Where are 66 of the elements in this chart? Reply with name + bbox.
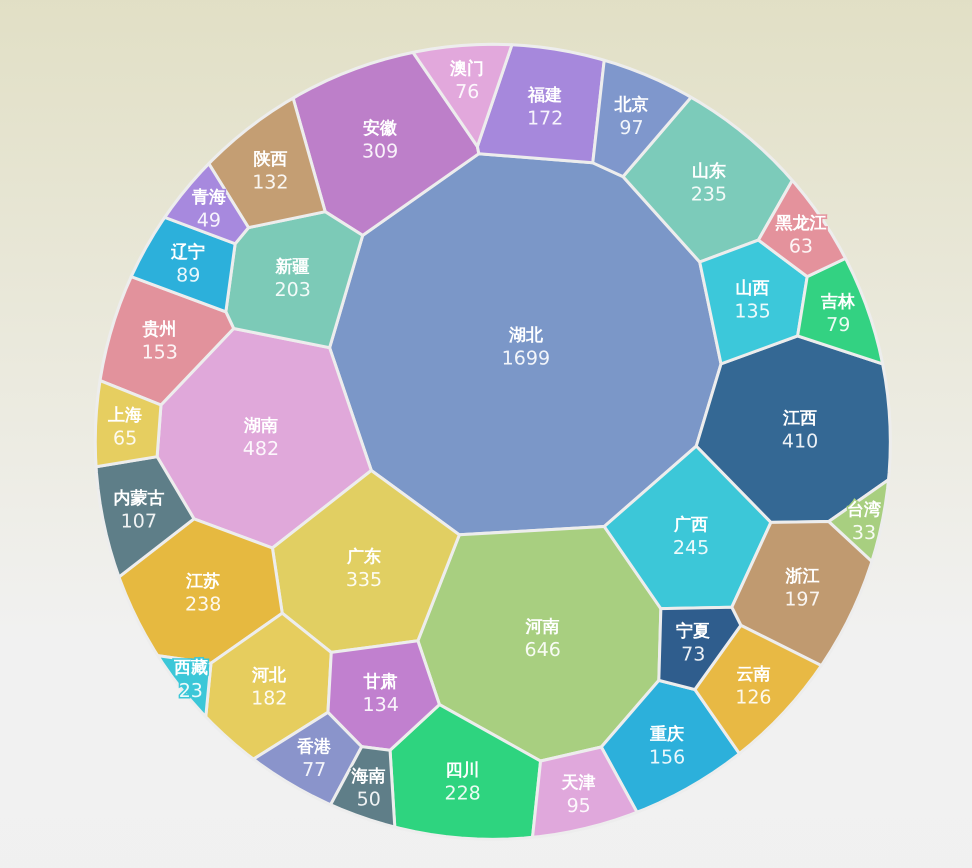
data-label: 182	[251, 688, 288, 710]
category-label: 北京	[613, 94, 648, 115]
category-label: 云南	[736, 664, 770, 684]
data-label: 238	[185, 593, 222, 616]
data-label: 65	[113, 428, 138, 450]
category-label: 浙江	[784, 566, 820, 586]
data-label: 153	[142, 342, 178, 364]
data-label: 79	[826, 314, 850, 336]
data-label: 1699	[502, 348, 550, 370]
data-label: 49	[196, 210, 221, 232]
category-label: 安徽	[363, 118, 398, 138]
category-label: 甘肃	[362, 672, 398, 692]
category-label: 山东	[692, 161, 726, 182]
data-label: 197	[784, 588, 821, 610]
category-label: 青海	[190, 188, 226, 208]
data-label: 482	[242, 438, 280, 460]
data-label: 132	[252, 172, 288, 194]
category-label: 海南	[350, 766, 386, 786]
category-label: 湖南	[242, 416, 278, 436]
category-label: 江西	[782, 408, 818, 428]
data-label: 335	[346, 569, 382, 592]
data-label: 95	[566, 794, 591, 817]
category-label: 湖北	[508, 326, 544, 346]
category-label: 吉林	[820, 292, 856, 312]
data-label: 63	[788, 236, 814, 258]
category-label: 河南	[524, 617, 560, 638]
category-label: 四川	[446, 760, 480, 781]
data-label: 172	[526, 107, 564, 130]
data-label: 135	[734, 300, 771, 322]
data-label: 235	[690, 183, 727, 206]
category-label: 香港	[296, 737, 332, 758]
category-label: 陕西	[253, 150, 288, 170]
data-label: 245	[672, 536, 710, 559]
data-label: 134	[362, 694, 399, 716]
category-label: 内蒙古	[113, 488, 164, 508]
category-label: 江苏	[185, 571, 220, 592]
category-label: 天津	[560, 772, 596, 793]
category-label: 广西	[673, 514, 708, 535]
data-label: 646	[524, 639, 561, 662]
category-label: 河北	[251, 666, 288, 686]
category-label: 西藏	[172, 658, 208, 678]
category-label: 上海	[107, 406, 142, 426]
data-label: 107	[120, 510, 157, 532]
data-label: 50	[356, 788, 381, 810]
data-label: 73	[681, 643, 706, 666]
category-label: 贵州	[142, 320, 177, 340]
data-label: 33	[852, 522, 876, 544]
category-label: 广东	[346, 547, 381, 568]
category-label: 新疆	[274, 257, 310, 278]
category-label: 澳门	[449, 58, 484, 79]
data-label: 97	[619, 116, 644, 139]
category-label: 辽宁	[170, 242, 206, 263]
category-label: 重庆	[649, 724, 684, 745]
category-label: 宁夏	[676, 621, 710, 642]
category-label: 福建	[527, 85, 562, 106]
data-label: 203	[274, 279, 311, 302]
data-label: 89	[176, 264, 200, 287]
category-label: 台湾	[847, 500, 882, 520]
data-label: 77	[302, 759, 326, 782]
category-label: 山西	[736, 278, 770, 298]
data-label: 228	[444, 782, 481, 805]
data-label: 410	[782, 430, 818, 452]
data-label: 309	[362, 140, 398, 162]
data-label: 156	[648, 746, 686, 769]
data-label: 76	[455, 80, 480, 103]
data-label: 126	[735, 686, 772, 708]
